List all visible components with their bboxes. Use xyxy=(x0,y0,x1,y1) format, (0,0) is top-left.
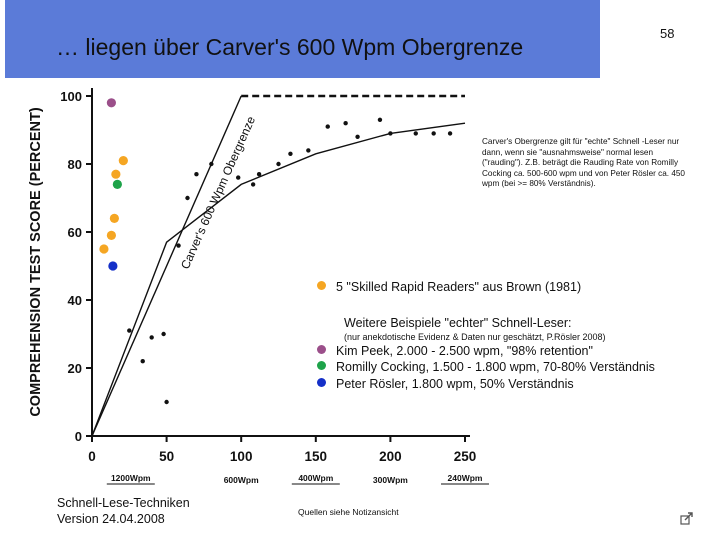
wpm-label: 300Wpm xyxy=(373,475,408,485)
carver-slope-line xyxy=(91,95,242,437)
y-tick-label: 100 xyxy=(60,89,82,104)
data-point xyxy=(355,134,360,139)
data-point xyxy=(276,161,281,167)
highlight-point xyxy=(118,156,128,166)
data-point xyxy=(185,195,190,201)
legend-kim: Kim Peek, 2.000 - 2.500 wpm, "98% retent… xyxy=(336,344,593,358)
legend-brown-marker xyxy=(317,281,326,290)
data-point xyxy=(161,331,166,337)
highlight-point xyxy=(111,169,121,179)
highlight-point xyxy=(106,230,116,240)
x-tick-label: 0 xyxy=(88,449,96,464)
x-tick-label: 150 xyxy=(305,449,328,464)
highlight-point xyxy=(112,179,122,189)
legend-brown: 5 "Skilled Rapid Readers" aus Brown (198… xyxy=(336,280,582,294)
y-tick-label: 20 xyxy=(68,361,82,376)
highlight-point xyxy=(106,98,116,108)
data-point xyxy=(164,399,169,405)
arrow-icon[interactable] xyxy=(680,511,694,525)
legend-peter-marker xyxy=(317,378,326,387)
data-point xyxy=(306,148,311,153)
footer: Schnell-Lese-Techniken Version 24.04.200… xyxy=(57,495,190,527)
data-point xyxy=(149,335,154,340)
fit-curve xyxy=(91,122,466,437)
sources-note: Quellen siehe Notizansicht xyxy=(298,507,399,517)
y-tick-label: 40 xyxy=(68,293,82,308)
legend-kim-marker xyxy=(317,345,326,354)
carver-note: Carver's Obergrenze gilt für "echte" Sch… xyxy=(482,137,685,189)
legend-weitere: Weitere Beispiele "echter" Schnell-Leser… xyxy=(344,316,572,330)
data-point xyxy=(377,117,383,123)
footer-title: Schnell-Lese-Techniken xyxy=(57,496,190,510)
slide-number: 58 xyxy=(660,26,675,41)
wpm-label: 600Wpm xyxy=(224,475,259,485)
wpm-label: 240Wpm xyxy=(448,473,483,483)
legend-romilly-marker xyxy=(317,361,326,370)
highlight-point xyxy=(99,244,109,254)
banner-background xyxy=(5,0,600,78)
legend-peter: Peter Rösler, 1.800 wpm, 50% Verständnis xyxy=(336,377,574,391)
wpm-label: 400Wpm xyxy=(298,473,333,483)
data-point xyxy=(209,161,214,167)
highlight-point xyxy=(108,261,118,271)
x-tick-label: 200 xyxy=(379,449,402,464)
legend-romilly: Romilly Cocking, 1.500 - 1.800 wpm, 70-8… xyxy=(336,360,655,374)
data-point xyxy=(431,131,436,136)
data-point xyxy=(140,359,145,364)
data-point xyxy=(176,243,181,248)
y-tick-label: 60 xyxy=(68,225,82,240)
y-tick-label: 80 xyxy=(68,157,82,172)
slide-title: … liegen über Carver's 600 Wpm Obergrenz… xyxy=(56,34,524,60)
y-tick-label: 0 xyxy=(75,429,82,444)
data-point xyxy=(447,131,453,136)
footer-version: Version 24.04.2008 xyxy=(57,512,165,526)
data-point xyxy=(250,182,256,187)
x-tick-label: 250 xyxy=(454,449,477,464)
data-point xyxy=(236,175,241,180)
title-banner: … liegen über Carver's 600 Wpm Obergrenz… xyxy=(0,0,720,78)
carver-limit-label: Carver's 600 Wpm Obergrenze xyxy=(178,114,258,271)
data-point xyxy=(325,124,330,129)
data-point xyxy=(194,172,199,177)
data-point xyxy=(256,172,262,177)
x-tick-label: 100 xyxy=(230,449,253,464)
x-tick-label: 50 xyxy=(159,449,174,464)
highlight-point xyxy=(109,213,119,223)
legend-weitere-note: (nur anekdotische Evidenz & Daten nur ge… xyxy=(344,332,606,342)
data-point xyxy=(288,151,293,156)
data-point xyxy=(413,131,418,136)
wpm-label: 1200Wpm xyxy=(111,473,151,483)
data-point xyxy=(388,131,393,136)
y-axis-label: COMPREHENSION TEST SCORE (PERCENT) xyxy=(28,107,44,417)
data-point xyxy=(343,121,348,126)
data-point xyxy=(127,328,132,333)
